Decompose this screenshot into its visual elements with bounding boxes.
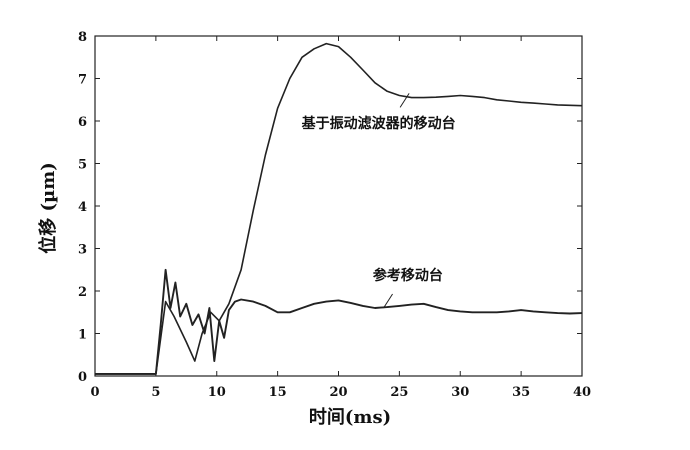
axis-ticks: 0 5 10 15 20 25 30 35 40 0 1 2 3 4 5 6 7 8: [78, 30, 591, 400]
y-tick-label: 3: [78, 243, 87, 258]
x-tick-label: 20: [329, 385, 347, 400]
plot-area-border: [94, 35, 583, 377]
x-tick-label: 0: [90, 385, 99, 400]
y-tick-label: 0: [78, 370, 87, 385]
y-tick-label: 6: [78, 115, 87, 130]
series-line-2: [95, 268, 583, 375]
y-tick-label: 8: [78, 30, 87, 45]
y-tick-label: 2: [78, 285, 87, 300]
series-layer: [95, 42, 583, 375]
y-axis-title: 位移 (µm): [37, 162, 59, 254]
y-tick-label: 5: [78, 158, 87, 173]
x-tick-label: 15: [269, 385, 287, 400]
series-line-1: [95, 42, 583, 375]
annotation-leader-1: [399, 93, 410, 108]
annotation-leader-2: [383, 293, 393, 309]
x-tick-label: 5: [151, 385, 160, 400]
x-tick-label: 10: [208, 385, 226, 400]
x-tick-label: 30: [451, 385, 469, 400]
x-tick-label: 40: [573, 385, 591, 400]
x-axis-title: 时间(ms): [309, 407, 391, 428]
annotation-label-2: 参考移动台: [373, 267, 443, 284]
plot-frame: [94, 35, 583, 377]
x-tick-label: 35: [512, 385, 530, 400]
y-tick-label: 4: [78, 200, 87, 215]
y-tick-label: 7: [78, 73, 87, 88]
annotation-label-1: 基于振动滤波器的移动台: [302, 115, 456, 132]
y-tick-label: 1: [78, 328, 87, 343]
x-tick-label: 25: [390, 385, 408, 400]
